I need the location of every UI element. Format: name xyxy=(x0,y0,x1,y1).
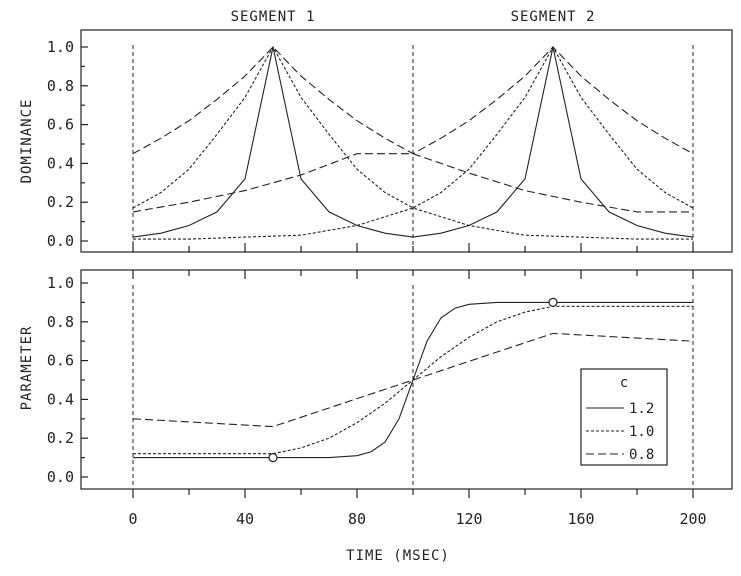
parameter-axis-ticks: 0.0 0.2 0.4 0.6 0.8 1.0 0 40 80 120 160 200 xyxy=(47,270,707,528)
parameter-segment-boundaries xyxy=(132,285,694,485)
dominance-curves xyxy=(132,45,694,240)
time-xtick-label: 0 xyxy=(128,510,137,528)
parameter-ytick-label: 1.0 xyxy=(47,274,74,292)
time-xtick-label: 160 xyxy=(567,510,594,528)
parameter-panel: 0.0 0.2 0.4 0.6 0.8 1.0 0 40 80 120 160 200 PARAMET… xyxy=(19,269,733,528)
dominance-ytick-label: 0.4 xyxy=(47,154,74,172)
parameter-ytick-label: 0.2 xyxy=(47,429,74,447)
time-xtick-label: 120 xyxy=(455,510,482,528)
dominance-ytick-label: 0.6 xyxy=(47,116,74,134)
legend-entry-1.0: 1.0 xyxy=(629,424,654,440)
parameter-curve-c1.0 xyxy=(133,305,693,455)
parameter-curves xyxy=(132,301,694,459)
time-xtick-label: 200 xyxy=(679,510,706,528)
dominance-ytick-label: 0.8 xyxy=(47,77,74,95)
segment-2-label: SEGMENT 2 xyxy=(511,9,596,25)
dominance-segment-boundaries xyxy=(132,45,694,248)
target-marker-1 xyxy=(268,453,278,463)
parameter-axis-label: PARAMETER xyxy=(19,326,35,411)
target-marker-2 xyxy=(548,297,558,307)
legend: c 1.2 1.0 0.8 xyxy=(580,368,668,466)
time-xtick-label: 40 xyxy=(236,510,254,528)
dominance-axis-ticks: 0.0 0.2 0.4 0.6 0.8 1.0 xyxy=(47,38,694,252)
parameter-ytick-label: 0.0 xyxy=(47,468,74,486)
parameter-ytick-label: 0.8 xyxy=(47,313,74,331)
parameter-ytick-label: 0.6 xyxy=(47,352,74,370)
parameter-curve-c0.8 xyxy=(132,332,694,428)
target-markers xyxy=(268,297,558,463)
time-axis-label: TIME (MSEC) xyxy=(346,548,450,564)
dominance-curve-c1 xyxy=(132,45,694,209)
dominance-plot-frame xyxy=(80,29,733,253)
legend-title: c xyxy=(620,375,628,391)
dominance-ytick-label: 0.2 xyxy=(47,193,74,211)
dominance-ytick-label: 0.0 xyxy=(47,232,74,250)
dominance-curve-c0.8 xyxy=(132,153,693,213)
dominance-panel: 0.0 0.2 0.4 0.6 0.8 1.0 DOMINANCE xyxy=(19,29,733,253)
segment-1-label: SEGMENT 1 xyxy=(231,9,316,25)
dominance-curve-c1.2 xyxy=(132,46,694,238)
legend-box xyxy=(580,368,668,466)
dominance-axis-label: DOMINANCE xyxy=(19,99,35,184)
legend-entry-1.2: 1.2 xyxy=(629,401,654,417)
parameter-ytick-label: 0.4 xyxy=(47,390,74,408)
time-xtick-label: 80 xyxy=(348,510,366,528)
legend-entry-0.8: 0.8 xyxy=(629,447,654,463)
dominance-ytick-label: 1.0 xyxy=(47,38,74,56)
